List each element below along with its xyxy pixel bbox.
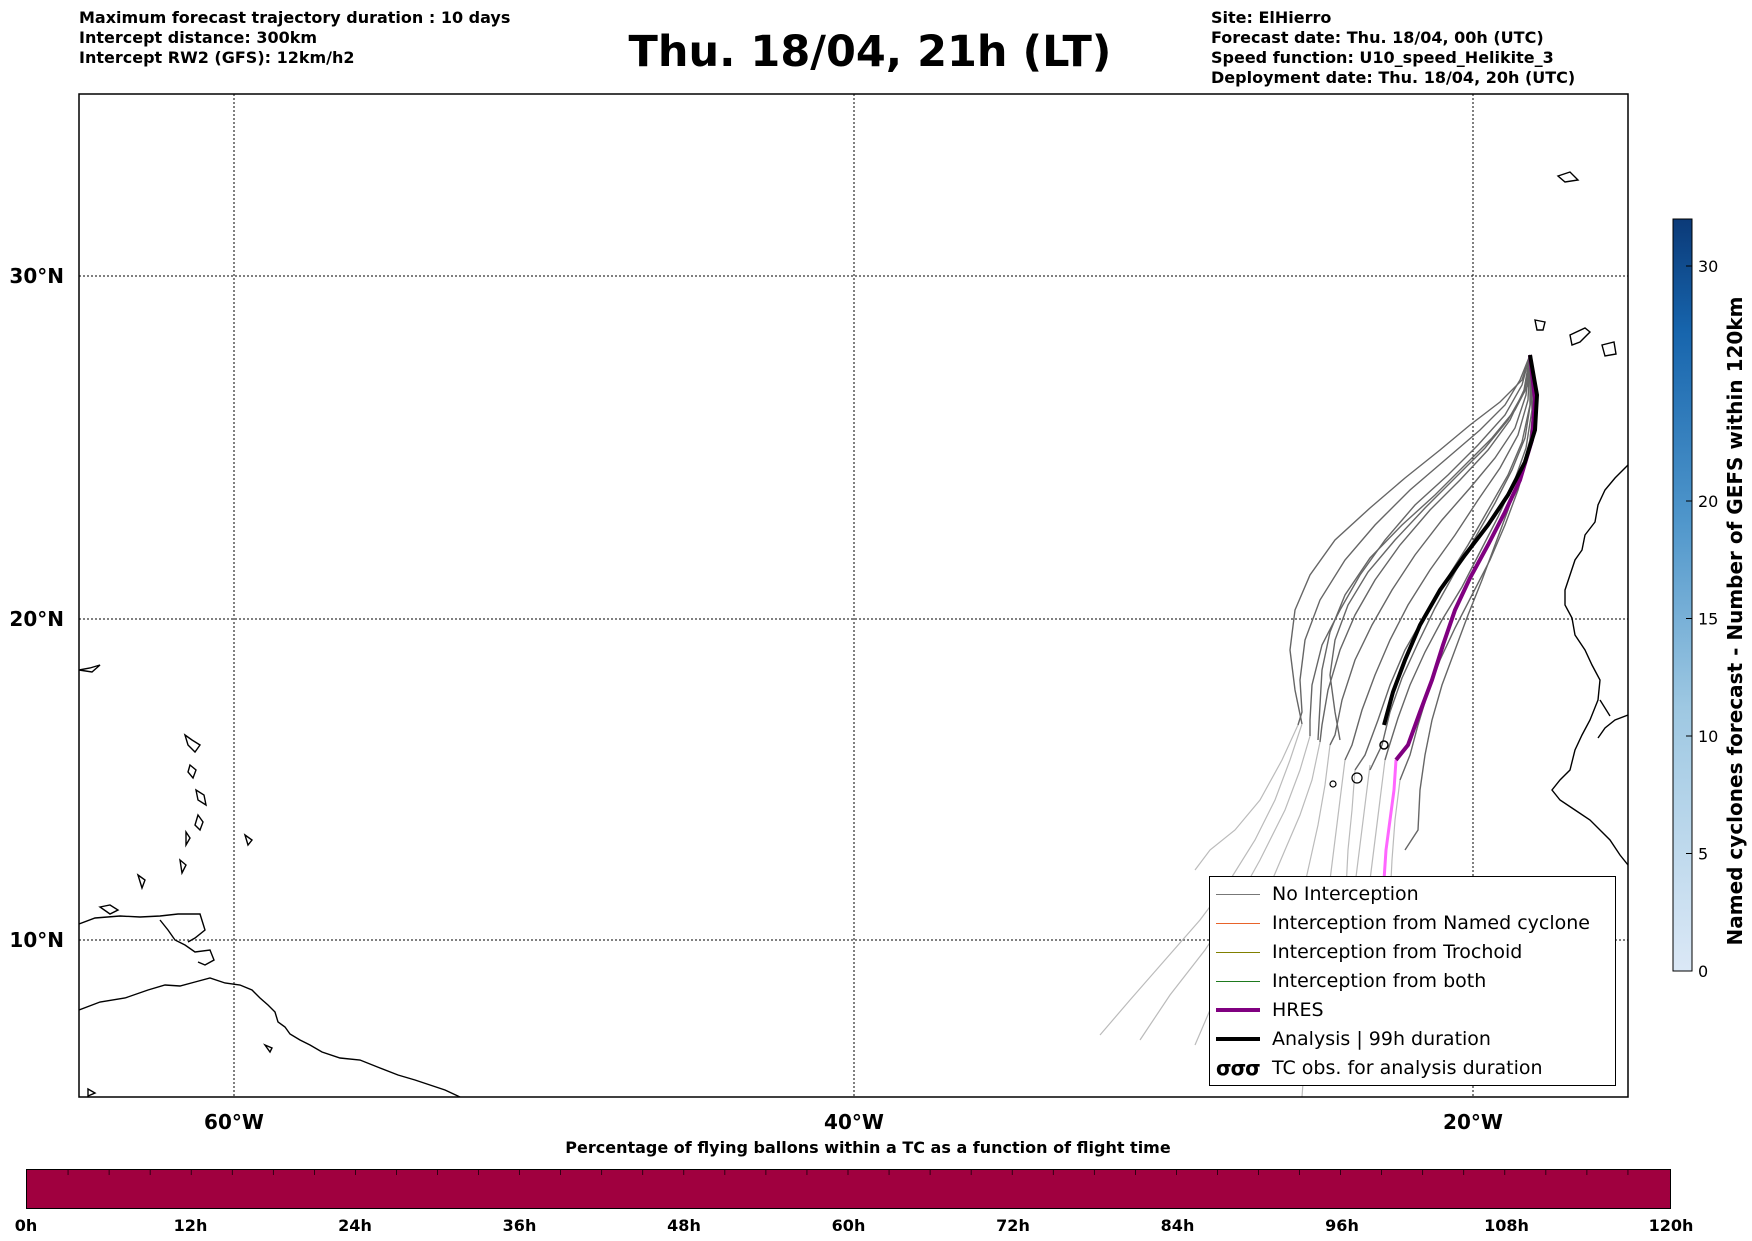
tc-symbol-icon: σσσ [1216, 1056, 1261, 1080]
legend-item-hres: HRES [1210, 997, 1615, 1025]
trajectory-end-marker [1379, 740, 1389, 750]
analysis-trajectory [1382, 354, 1540, 726]
deployment-date-text: Deployment date: Thu. 18/04, 20h (UTC) [1211, 68, 1576, 87]
map-gridlines [79, 94, 1628, 1097]
coastlines [79, 171, 1628, 1097]
timebar-tick-label: 60h [831, 1216, 866, 1235]
page-title: Thu. 18/04, 21h (LT) [628, 27, 1112, 77]
timebar-tick-label: 36h [502, 1216, 537, 1235]
site-text: Site: ElHierro [1211, 8, 1332, 27]
lon-label-40w: 40°W [824, 1110, 884, 1134]
lon-label-20w: 20°W [1443, 1110, 1503, 1134]
timebar-tick-label: 12h [173, 1216, 208, 1235]
colorbar-tick-label: 10 [1698, 727, 1718, 746]
lat-label-10n: 10°N [9, 928, 64, 952]
colorbar-tick-label: 20 [1698, 492, 1718, 511]
colorbar-tick-label: 5 [1698, 845, 1708, 864]
colorbar-tick-label: 0 [1698, 962, 1708, 981]
legend-item-no-interception: No Interception [1210, 881, 1615, 909]
timebar-tick-label: 48h [667, 1216, 701, 1235]
legend-item-named-cyclone: Interception from Named cyclone [1210, 910, 1615, 938]
colorbar-tick-label: 30 [1698, 257, 1718, 276]
timebar-title: Percentage of flying ballons within a TC… [565, 1138, 1171, 1157]
timebar-tick-label: 108h [1484, 1216, 1529, 1235]
timebar-tick-label: 0h [14, 1216, 38, 1235]
colorbar-tick-label: 15 [1698, 610, 1718, 629]
forecast-date-text: Forecast date: Thu. 18/04, 00h (UTC) [1211, 28, 1544, 47]
legend-swatch [1216, 923, 1260, 924]
timebar-tick-label: 24h [338, 1216, 372, 1235]
island-marker [1351, 772, 1363, 784]
timebar-tick-label: 96h [1325, 1216, 1359, 1235]
colorbar-label: Named cyclones forecast - Number of GEFS… [1723, 296, 1747, 946]
intercept-rw2-text: Intercept RW2 (GFS): 12km/h2 [79, 48, 355, 67]
legend-item-both: Interception from both [1210, 968, 1615, 996]
speed-function-text: Speed function: U10_speed_Helikite_3 [1211, 48, 1554, 67]
map-frame [78, 93, 1629, 1098]
intercept-distance-text: Intercept distance: 300km [79, 28, 318, 47]
colorbar-ticks: 0 5 10 15 20 30 [1686, 257, 1718, 981]
legend-item-tc-obs: σσσ TC obs. for analysis duration [1216, 1056, 1543, 1080]
legend-swatch [1216, 894, 1260, 895]
legend-swatch [1216, 952, 1260, 953]
forecast-parameters: Maximum forecast trajectory duration : 1… [79, 8, 510, 68]
timebar-tick-label: 72h [996, 1216, 1030, 1235]
timebar [26, 1169, 1671, 1209]
site-info: Site: ElHierro Forecast date: Thu. 18/04… [1211, 8, 1575, 88]
timebar-tick-label: 120h [1648, 1216, 1694, 1235]
max-duration-text: Maximum forecast trajectory duration : 1… [79, 8, 511, 27]
lon-label-60w: 60°W [204, 1110, 264, 1134]
legend-item-analysis: Analysis | 99h duration [1210, 1026, 1615, 1054]
legend-swatch [1216, 981, 1260, 982]
lat-label-30n: 30°N [9, 264, 64, 288]
timebar-tick-label: 84h [1160, 1216, 1195, 1235]
legend-swatch [1216, 1037, 1260, 1041]
legend: No Interception Interception from Named … [1209, 876, 1616, 1086]
legend-item-trochoid: Interception from Trochoid [1210, 939, 1615, 967]
island-marker [1329, 780, 1337, 788]
timebar-minor-ticks [67, 1170, 1629, 1175]
lat-label-20n: 20°N [9, 607, 64, 631]
legend-swatch [1216, 1008, 1260, 1012]
colorbar [1672, 218, 1693, 972]
